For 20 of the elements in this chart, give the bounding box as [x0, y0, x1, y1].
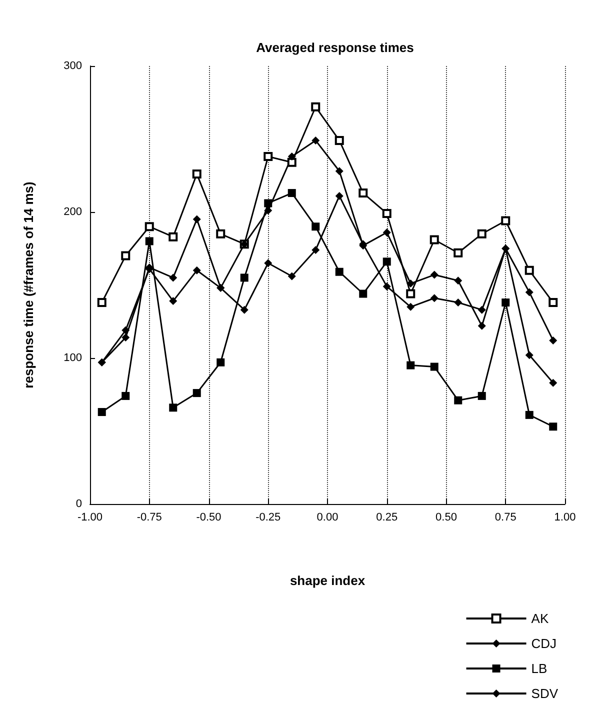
x-tick-label: -0.25: [256, 512, 281, 524]
x-tick-label: 0.25: [376, 512, 398, 524]
legend-label: SDV: [531, 686, 558, 701]
chart-title: Averaged response times: [256, 40, 414, 55]
y-tick-label: 100: [64, 352, 82, 364]
x-tick-label: -0.50: [196, 512, 222, 524]
x-tick-label: 0.75: [494, 512, 516, 524]
y-tick-label: 0: [76, 498, 82, 510]
x-tick-label: -0.75: [136, 512, 162, 524]
legend-label: LB: [531, 661, 548, 676]
x-axis-title: shape index: [290, 573, 366, 588]
legend-label: CDJ: [531, 636, 557, 651]
y-tick-label: 300: [64, 60, 82, 72]
x-tick-label: 0.00: [316, 512, 338, 524]
x-tick-label: -1.00: [77, 512, 103, 524]
x-tick-label: 0.50: [436, 512, 457, 524]
legend-label: AK: [531, 611, 549, 626]
x-tick-label: 1.00: [554, 512, 576, 524]
y-tick-label: 200: [64, 206, 82, 218]
y-axis-title: response time (#frames of 14 ms): [21, 182, 36, 388]
